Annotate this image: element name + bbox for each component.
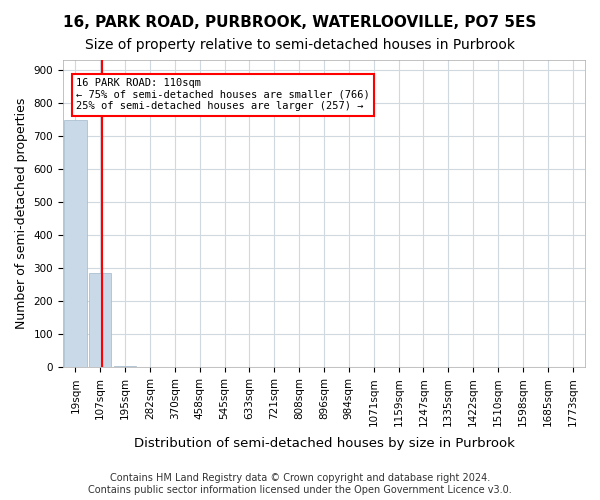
Y-axis label: Number of semi-detached properties: Number of semi-detached properties	[15, 98, 28, 330]
Text: 16, PARK ROAD, PURBROOK, WATERLOOVILLE, PO7 5ES: 16, PARK ROAD, PURBROOK, WATERLOOVILLE, …	[64, 15, 536, 30]
Text: Size of property relative to semi-detached houses in Purbrook: Size of property relative to semi-detach…	[85, 38, 515, 52]
Text: Contains HM Land Registry data © Crown copyright and database right 2024.
Contai: Contains HM Land Registry data © Crown c…	[88, 474, 512, 495]
Bar	[114, 366, 136, 368]
Bar	[89, 273, 112, 368]
Text: 16 PARK ROAD: 110sqm
← 75% of semi-detached houses are smaller (766)
25% of semi: 16 PARK ROAD: 110sqm ← 75% of semi-detac…	[76, 78, 370, 112]
Bar	[64, 120, 86, 368]
X-axis label: Distribution of semi-detached houses by size in Purbrook: Distribution of semi-detached houses by …	[134, 437, 514, 450]
